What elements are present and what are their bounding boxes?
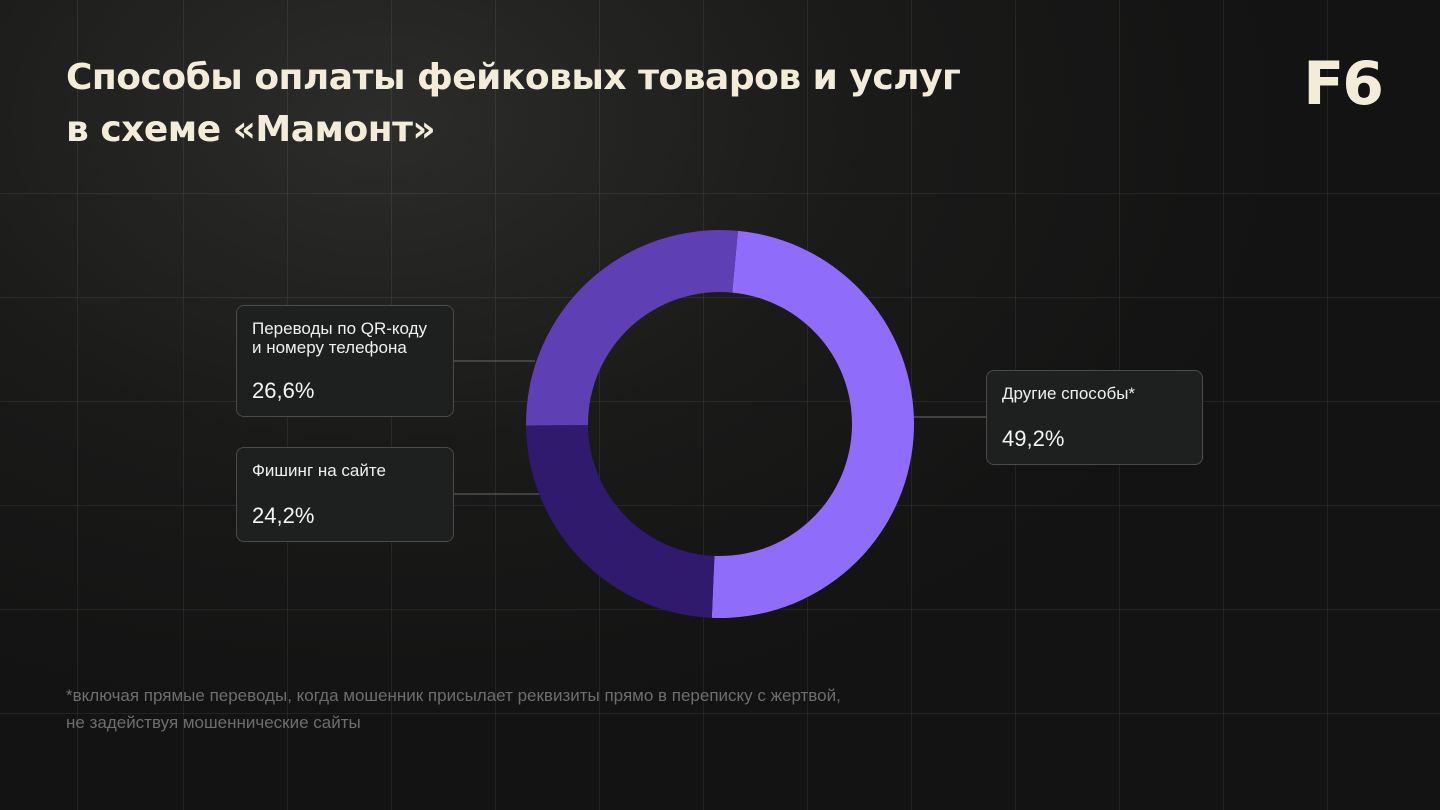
label-value-phishing: 24,2% xyxy=(252,503,315,528)
footnote-line-1: *включая прямые переводы, когда мошенник… xyxy=(66,686,841,705)
label-name-phishing: Фишинг на сайте xyxy=(252,461,438,480)
label-name-qr: Переводы по QR-коду и номеру телефона xyxy=(252,319,438,357)
donut-slice-qr xyxy=(525,229,738,426)
label-box-qr-transfers: Переводы по QR-коду и номеру телефона 26… xyxy=(236,305,454,417)
label-name-qr-line-1: Переводы по QR-коду xyxy=(252,319,428,338)
footnote-line-2: не задействуя мошеннические сайты xyxy=(66,713,361,732)
label-value-other: 49,2% xyxy=(1002,426,1065,451)
footnote: *включая прямые переводы, когда мошенник… xyxy=(66,682,841,736)
label-box-phishing: Фишинг на сайте 24,2% xyxy=(236,447,454,542)
title-line-1: Способы оплаты фейковых товаров и услуг xyxy=(66,57,961,98)
label-box-other-methods: Другие способы* 49,2% xyxy=(986,370,1203,465)
donut-slice-other xyxy=(711,230,914,618)
label-name-other: Другие способы* xyxy=(1002,384,1187,403)
label-value-qr: 26,6% xyxy=(252,378,315,403)
page-title: Способы оплаты фейковых товаров и услуг … xyxy=(66,52,961,156)
connector-lines xyxy=(454,360,986,495)
label-name-other-line-1: Другие способы* xyxy=(1002,384,1136,403)
donut-slice-phishing xyxy=(526,425,715,618)
label-name-phishing-line-1: Фишинг на сайте xyxy=(252,461,386,480)
f6-logo: F6 xyxy=(1303,49,1384,119)
title-line-2: в схеме «Мамонт» xyxy=(66,109,436,150)
label-name-qr-line-2: и номеру телефона xyxy=(252,338,407,357)
